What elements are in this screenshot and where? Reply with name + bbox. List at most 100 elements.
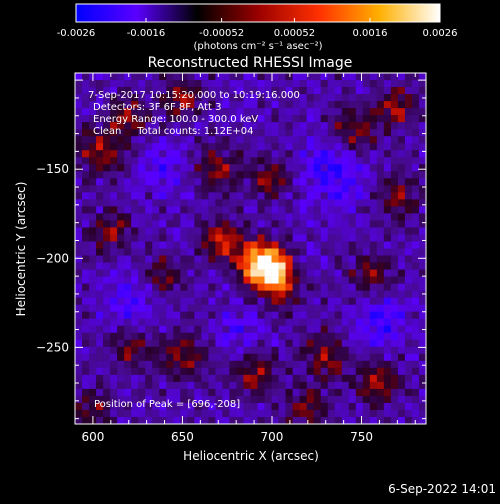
heatmap-cell xyxy=(75,234,83,242)
heatmap-cell xyxy=(369,206,378,214)
heatmap-cell xyxy=(397,395,406,404)
heatmap-cell xyxy=(390,206,399,214)
heatmap-cell xyxy=(229,297,237,305)
heatmap-cell xyxy=(313,108,321,116)
heatmap-cell xyxy=(243,311,251,319)
heatmap-cell xyxy=(110,94,118,102)
heatmap-cell xyxy=(250,164,258,172)
heatmap-cell xyxy=(390,199,399,207)
heatmap-cell xyxy=(187,192,195,200)
heatmap-cell xyxy=(376,381,385,390)
heatmap-cell xyxy=(145,136,153,144)
heatmap-cell xyxy=(278,143,286,151)
heatmap-cell xyxy=(285,129,293,137)
heatmap-cell xyxy=(131,374,139,383)
heatmap-cell xyxy=(117,262,125,270)
heatmap-cell xyxy=(362,360,371,369)
colorbar-tick-label: 0.0026 xyxy=(423,28,458,39)
heatmap-cell xyxy=(159,129,167,137)
heatmap-cell xyxy=(138,178,146,186)
heatmap-cell xyxy=(75,185,83,193)
heatmap-cell xyxy=(124,262,132,270)
heatmap-cell xyxy=(215,297,223,305)
heatmap-cell xyxy=(264,171,272,179)
heatmap-cell xyxy=(355,220,364,228)
heatmap-cell xyxy=(243,136,251,144)
heatmap-cell xyxy=(257,409,265,418)
heatmap-cell xyxy=(355,409,364,418)
heatmap-cell xyxy=(152,283,160,291)
heatmap-cell xyxy=(355,248,364,256)
heatmap-cell xyxy=(96,185,104,193)
heatmap-cell xyxy=(369,129,378,137)
heatmap-cell xyxy=(124,248,132,256)
heatmap-cell xyxy=(264,101,272,109)
heatmap-cell xyxy=(334,122,343,130)
heatmap-cell xyxy=(250,227,258,235)
heatmap-cell xyxy=(411,220,420,228)
heatmap-cell xyxy=(138,339,146,348)
heatmap-cell xyxy=(306,171,314,179)
heatmap-cell xyxy=(404,339,413,348)
heatmap-cell xyxy=(89,290,97,298)
heatmap-cell xyxy=(96,157,104,165)
heatmap-cell xyxy=(369,101,378,109)
heatmap-cell xyxy=(194,94,202,102)
heatmap-cell xyxy=(278,416,286,425)
heatmap-cell xyxy=(264,297,272,305)
heatmap-cell xyxy=(229,150,237,158)
heatmap-cell xyxy=(117,108,125,116)
heatmap-cell xyxy=(250,199,258,207)
heatmap-cell xyxy=(362,388,371,397)
heatmap-cell xyxy=(264,416,272,425)
heatmap-cell xyxy=(355,255,364,263)
colorbar-ticks: -0.0026 -0.0016 -0.00052 0.00052 0.0016 0.002… xyxy=(57,18,458,39)
heatmap-cell xyxy=(362,248,371,256)
heatmap-cell xyxy=(278,269,286,277)
heatmap-cell xyxy=(313,199,321,207)
heatmap-cell xyxy=(264,220,272,228)
heatmap-cell xyxy=(292,115,300,123)
heatmap-cell xyxy=(173,227,181,235)
heatmap-cell xyxy=(222,213,230,221)
heatmap-cell xyxy=(271,241,279,249)
heatmap-cell xyxy=(145,122,153,130)
heatmap-cell xyxy=(250,395,258,404)
heatmap-cell xyxy=(341,220,350,228)
heatmap-cell xyxy=(285,283,293,291)
heatmap-cell xyxy=(397,402,406,411)
heatmap-cell xyxy=(187,353,195,362)
heatmap-cell xyxy=(257,353,265,362)
heatmap-cell xyxy=(418,192,427,200)
heatmap-cell xyxy=(173,234,181,242)
heatmap-cell xyxy=(138,269,146,277)
heatmap-cell xyxy=(159,360,167,369)
heatmap-cell xyxy=(306,297,314,305)
heatmap-cell xyxy=(75,73,83,81)
heatmap-cell xyxy=(271,157,279,165)
heatmap-cell xyxy=(369,213,378,221)
heatmap-cell xyxy=(383,318,392,327)
heatmap-cell xyxy=(131,297,139,305)
heatmap-cell xyxy=(110,374,118,383)
heatmap-cell xyxy=(75,409,83,418)
heatmap-cell xyxy=(82,73,90,81)
heatmap-cell xyxy=(334,185,343,193)
heatmap-cell xyxy=(194,276,202,284)
heatmap-cell xyxy=(222,192,230,200)
heatmap-cell xyxy=(145,290,153,298)
heatmap-cell xyxy=(390,115,399,123)
heatmap-cell xyxy=(208,409,216,418)
heatmap-cell xyxy=(341,325,350,334)
heatmap-cell xyxy=(257,164,265,172)
heatmap-cell xyxy=(194,192,202,200)
heatmap-cell xyxy=(390,325,399,334)
heatmap-cell xyxy=(131,353,139,362)
heatmap-cell xyxy=(306,416,314,425)
heatmap-cell xyxy=(341,192,350,200)
heatmap-cell xyxy=(250,220,258,228)
heatmap-cell xyxy=(264,150,272,158)
heatmap-cell xyxy=(390,339,399,348)
heatmap-cell xyxy=(194,339,202,348)
heatmap-cell xyxy=(103,241,111,249)
